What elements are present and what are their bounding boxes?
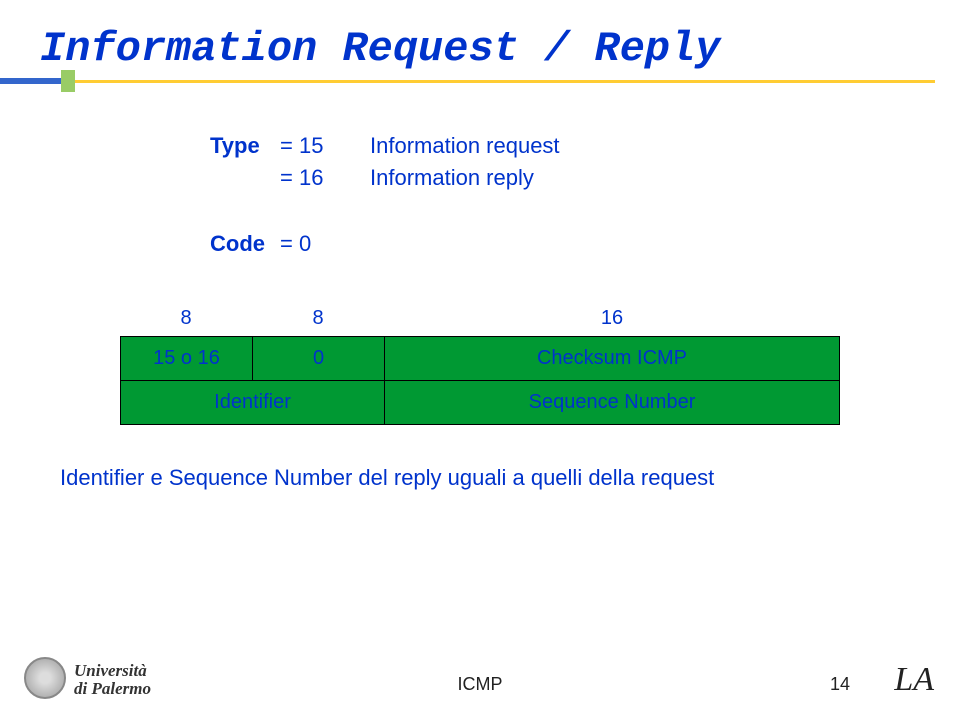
uni-line2: di Palermo: [74, 680, 151, 699]
deco-yellow-line: [75, 80, 935, 83]
byte-col-3: 16: [384, 307, 840, 330]
deco-blue-bar: [0, 78, 68, 84]
type-section: Type = 15 Information request = 16 Infor…: [80, 133, 880, 191]
cell-checksum: Checksum ICMP: [385, 337, 840, 381]
type-value-0: = 15: [280, 133, 350, 159]
code-section: Code = 0: [80, 231, 880, 257]
code-value: = 0: [280, 231, 350, 257]
type-value-1: = 16: [280, 165, 350, 191]
footer: Università di Palermo ICMP 14 LA: [0, 655, 960, 707]
cell-sequence: Sequence Number: [385, 381, 840, 425]
byte-col-1: 8: [120, 307, 252, 330]
type-label: Type: [210, 133, 280, 159]
table-row: Identifier Sequence Number: [121, 381, 840, 425]
slide-title: Information Request / Reply: [40, 25, 920, 73]
type-desc-0: Information request: [350, 133, 560, 159]
la-mark: LA: [894, 661, 934, 699]
uni-line1: Università: [74, 662, 151, 681]
cell-type: 15 o 16: [121, 337, 253, 381]
footer-center-label: ICMP: [458, 674, 503, 695]
page-number: 14: [830, 674, 850, 695]
university-name: Università di Palermo: [74, 662, 151, 699]
note-text: Identifier e Sequence Number del reply u…: [0, 425, 960, 491]
code-label: Code: [210, 231, 280, 257]
byte-col-2: 8: [252, 307, 384, 330]
packet-table: 15 o 16 0 Checksum ICMP Identifier Seque…: [120, 336, 840, 425]
cell-identifier: Identifier: [121, 381, 385, 425]
byte-width-header: 8 8 16: [120, 307, 840, 330]
deco-green-block: [61, 70, 75, 92]
cell-code: 0: [253, 337, 385, 381]
table-row: 15 o 16 0 Checksum ICMP: [121, 337, 840, 381]
university-logo-icon: [24, 657, 66, 699]
type-desc-1: Information reply: [350, 165, 534, 191]
